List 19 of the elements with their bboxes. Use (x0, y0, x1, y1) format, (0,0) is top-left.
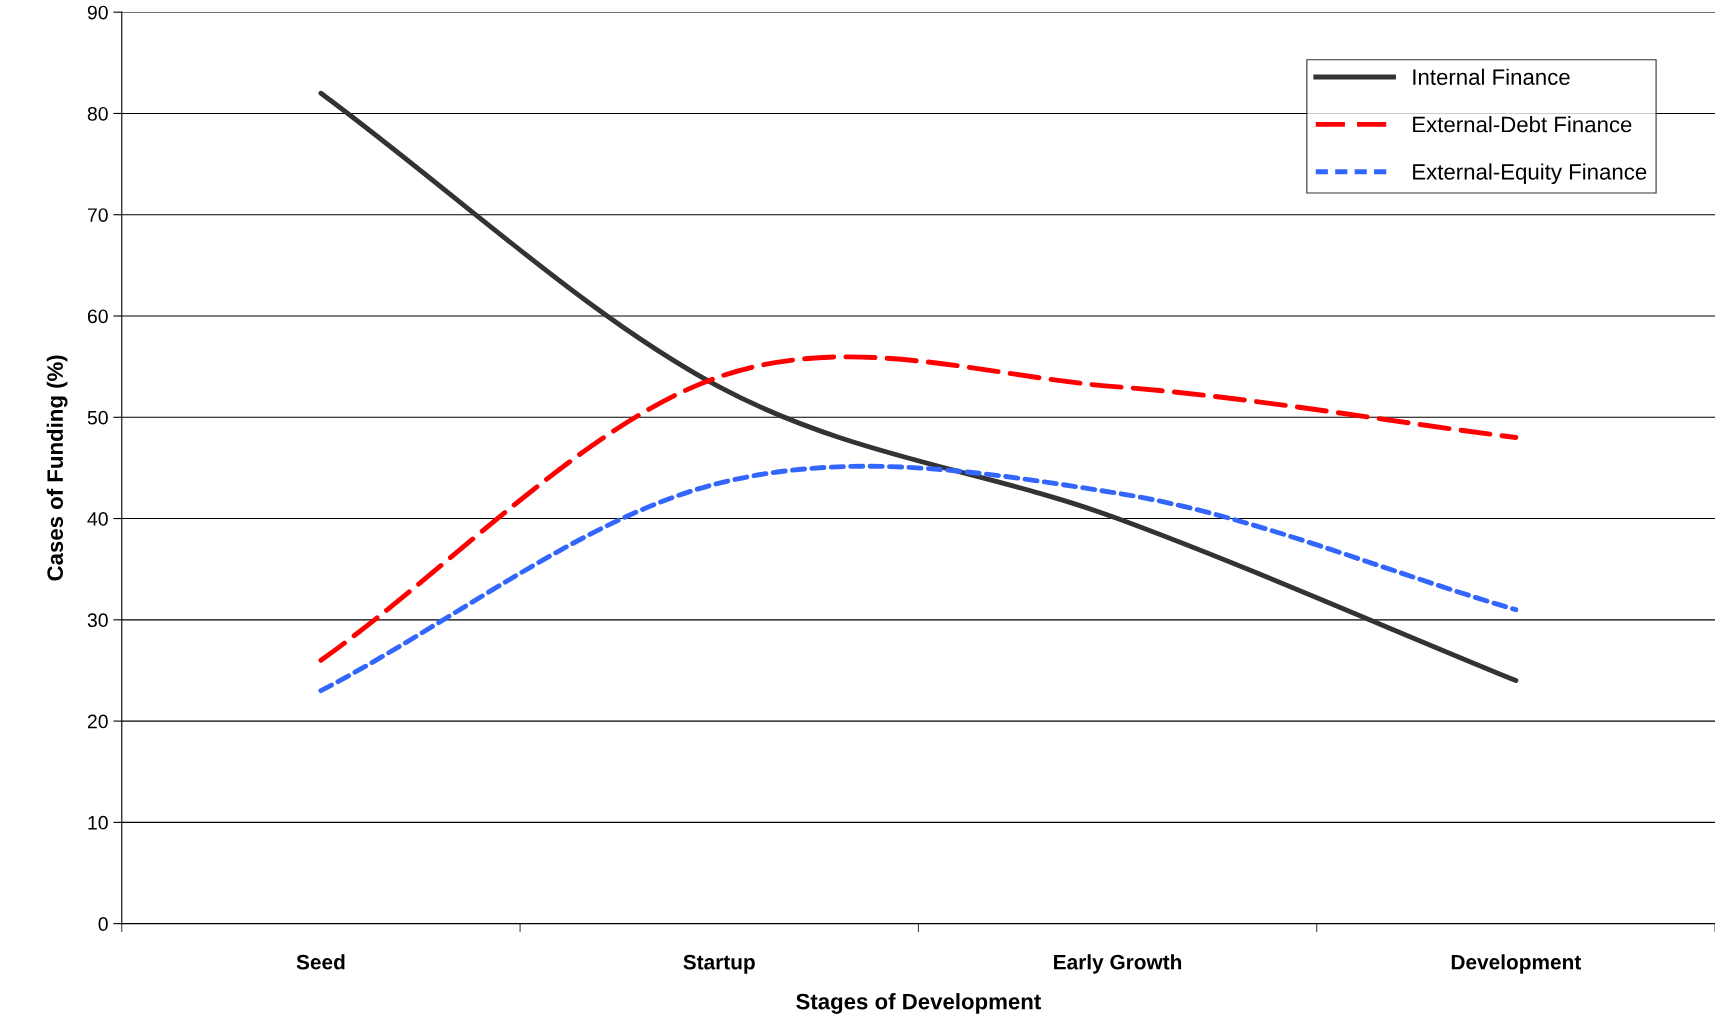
legend-label: Internal Finance (1413, 68, 1570, 85)
y-tick-label: 60 (87, 309, 108, 324)
legend-label: External-Equity Finance (1413, 163, 1647, 185)
x-axis-title: Stages of Development (796, 993, 1041, 1014)
y-tick-label: 0 (98, 917, 108, 931)
y-tick-label: 10 (88, 815, 108, 830)
x-tick-label: Startup (683, 954, 755, 974)
y-tick-label: 80 (87, 106, 108, 121)
y-tick-label: 30 (87, 613, 108, 628)
y-tick-label: 40 (87, 512, 108, 526)
x-tick-label: Early Growth (1054, 954, 1182, 974)
y-tick-label: 20 (87, 714, 108, 729)
y-axis-title: Cases of Funding (%) (46, 355, 68, 581)
y-tick-label: 70 (87, 208, 108, 222)
y-tick-label: 90 (87, 5, 108, 20)
legend-label: External-Debt Finance (1413, 116, 1632, 133)
x-tick-label: Seed (296, 954, 345, 970)
x-tick-label: Development (1451, 954, 1581, 974)
y-tick-label: 50 (87, 410, 108, 425)
